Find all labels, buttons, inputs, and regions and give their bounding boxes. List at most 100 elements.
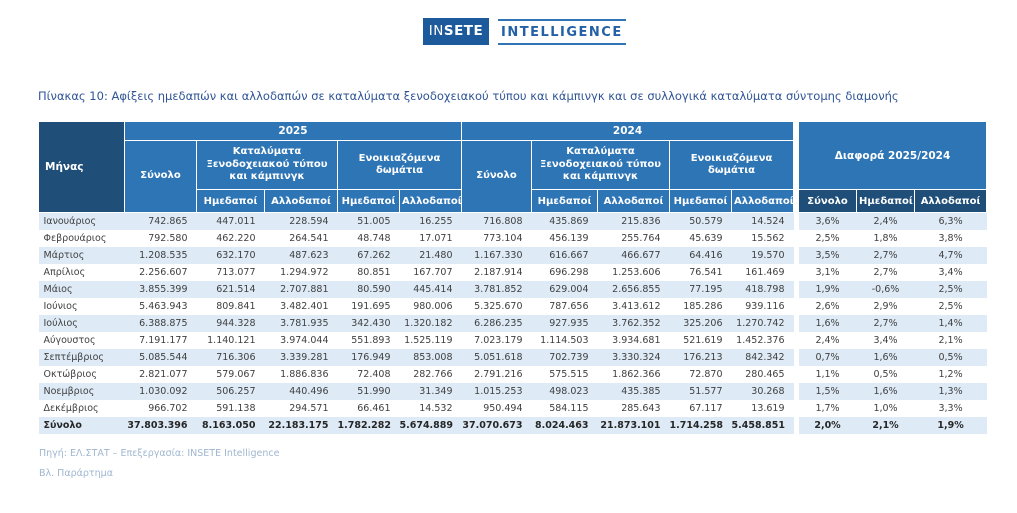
header-diff-foreign: Αλλοδαποί: [914, 189, 988, 213]
value-2024-cell: 1.167.330: [461, 246, 532, 264]
value-2024-cell: 939.116: [731, 297, 794, 315]
value-2025-cell: 853.008: [399, 348, 462, 366]
value-2025-cell: 67.262: [337, 246, 400, 264]
table-row: Μάιος 3.855.399 621.514 2.707.881 80.590 445.…: [38, 280, 987, 298]
month-cell: Αύγουστος: [38, 331, 125, 349]
diff-cell: 0,5%: [914, 348, 987, 366]
value-2024-cell: 521.619: [669, 331, 732, 349]
header-hotel-2024: Καταλύματα Ξενοδοχειακού τύπου και κάμπι…: [531, 140, 671, 190]
value-2025-cell: 51.005: [337, 212, 400, 230]
diff-cell: 2,1%: [914, 331, 987, 349]
value-2025-cell: 176.949: [337, 348, 400, 366]
value-2025-cell: 551.893: [337, 331, 400, 349]
value-2024-cell: 2.656.855: [597, 280, 670, 298]
value-2025-cell: 5.463.943: [124, 297, 197, 315]
value-2025-cell: 3.855.399: [124, 280, 197, 298]
section-gap: [793, 382, 799, 400]
value-2025-cell: 167.707: [399, 263, 462, 281]
value-2024-cell: 1.253.606: [597, 263, 670, 281]
value-2024-cell: 5.458.851: [731, 416, 794, 434]
value-2025-cell: 37.803.396: [124, 416, 197, 434]
logo-subtitle: INTELLIGENCE: [498, 18, 626, 45]
value-2025-cell: 282.766: [399, 365, 462, 383]
diff-cell: 2,6%: [798, 297, 857, 315]
value-2024-cell: 30.268: [731, 382, 794, 400]
value-2024-cell: 72.870: [669, 365, 732, 383]
diff-cell: 2,9%: [856, 297, 915, 315]
diff-cell: 2,5%: [914, 297, 987, 315]
section-gap: [793, 331, 799, 349]
value-2024-cell: 466.677: [597, 246, 670, 264]
month-cell: Νοεμβριος: [38, 382, 125, 400]
value-2024-cell: 7.023.179: [461, 331, 532, 349]
value-2024-cell: 456.139: [531, 229, 598, 247]
value-2025-cell: 7.191.177: [124, 331, 197, 349]
table-row: Μάρτιος 1.208.535 632.170 487.623 67.262 21.4…: [38, 246, 987, 264]
section-gap: [793, 212, 799, 230]
value-2024-cell: 702.739: [531, 348, 598, 366]
value-2025-cell: 21.480: [399, 246, 462, 264]
diff-cell: 1,7%: [798, 399, 857, 417]
value-2025-cell: 6.388.875: [124, 314, 197, 332]
value-2024-cell: 418.798: [731, 280, 794, 298]
value-2025-cell: 228.594: [264, 212, 338, 230]
table-row: Ιανουάριος 742.865 447.011 228.594 51.005 16.…: [38, 212, 987, 230]
page-title: Πίνακας 10: Αφίξεις ημεδαπών και αλλοδαπ…: [38, 89, 899, 103]
header-domestic: Ημεδαποί: [531, 189, 599, 213]
section-gap: [793, 121, 799, 213]
value-2025-cell: 2.707.881: [264, 280, 338, 298]
diff-cell: 3,4%: [856, 331, 915, 349]
value-2024-cell: 8.024.463: [531, 416, 598, 434]
month-cell: Σεπτέμβριος: [38, 348, 125, 366]
diff-cell: 1,0%: [856, 399, 915, 417]
value-2025-cell: 966.702: [124, 399, 197, 417]
table-row: Σεπτέμβριος 5.085.544 716.306 3.339.281 176.…: [38, 348, 987, 366]
source-note: Πηγή: ΕΛ.ΣΤΑΤ – Επεξεργασία: INSETE Inte…: [39, 448, 280, 459]
value-2024-cell: 3.330.324: [597, 348, 670, 366]
section-gap: [793, 348, 799, 366]
value-2025-cell: 8.163.050: [196, 416, 265, 434]
month-cell: Μάιος: [38, 280, 125, 298]
value-2025-cell: 462.220: [196, 229, 265, 247]
value-2025-cell: 632.170: [196, 246, 265, 264]
section-gap: [793, 297, 799, 315]
section-gap: [793, 416, 799, 434]
value-2025-cell: 792.580: [124, 229, 197, 247]
value-2025-cell: 1.140.121: [196, 331, 265, 349]
value-2024-cell: 13.619: [731, 399, 794, 417]
value-2024-cell: 67.117: [669, 399, 732, 417]
value-2025-cell: 5.674.889: [399, 416, 462, 434]
diff-cell: 1,4%: [914, 314, 987, 332]
value-2025-cell: 16.255: [399, 212, 462, 230]
value-2025-cell: 1.886.836: [264, 365, 338, 383]
value-2025-cell: 1.782.282: [337, 416, 400, 434]
header-rooms-2025: Ενοικιαζόμενα δωμάτια: [336, 140, 463, 190]
diff-cell: 2,4%: [856, 212, 915, 230]
value-2025-cell: 3.482.401: [264, 297, 338, 315]
value-2024-cell: 1.862.366: [597, 365, 670, 383]
value-2024-cell: 77.195: [669, 280, 732, 298]
diff-cell: 1,5%: [798, 382, 857, 400]
value-2024-cell: 5.051.618: [461, 348, 532, 366]
diff-cell: 0,5%: [856, 365, 915, 383]
value-2025-cell: 51.990: [337, 382, 400, 400]
month-cell: Δεκέμβριος: [38, 399, 125, 417]
value-2025-cell: 579.067: [196, 365, 265, 383]
month-cell: Απρίλιος: [38, 263, 125, 281]
value-2025-cell: 294.571: [264, 399, 338, 417]
value-2024-cell: 185.286: [669, 297, 732, 315]
header-hotel-2025: Καταλύματα Ξενοδοχειακού τύπου και κάμπι…: [196, 140, 338, 190]
value-2025-cell: 342.430: [337, 314, 400, 332]
header-diff-total: Σύνολο: [798, 189, 858, 213]
section-gap: [793, 399, 799, 417]
value-2025-cell: 80.851: [337, 263, 400, 281]
table-row: Φεβρουάριος 792.580 462.220 264.541 48.748 17…: [38, 229, 987, 247]
value-2024-cell: 435.869: [531, 212, 598, 230]
diff-cell: 2,0%: [798, 416, 857, 434]
value-2025-cell: 72.408: [337, 365, 400, 383]
month-cell: Ιούλιος: [38, 314, 125, 332]
value-2024-cell: 215.836: [597, 212, 670, 230]
value-2025-cell: 506.257: [196, 382, 265, 400]
month-cell: Οκτώβριος: [38, 365, 125, 383]
logo-prefix: IN: [428, 23, 444, 39]
